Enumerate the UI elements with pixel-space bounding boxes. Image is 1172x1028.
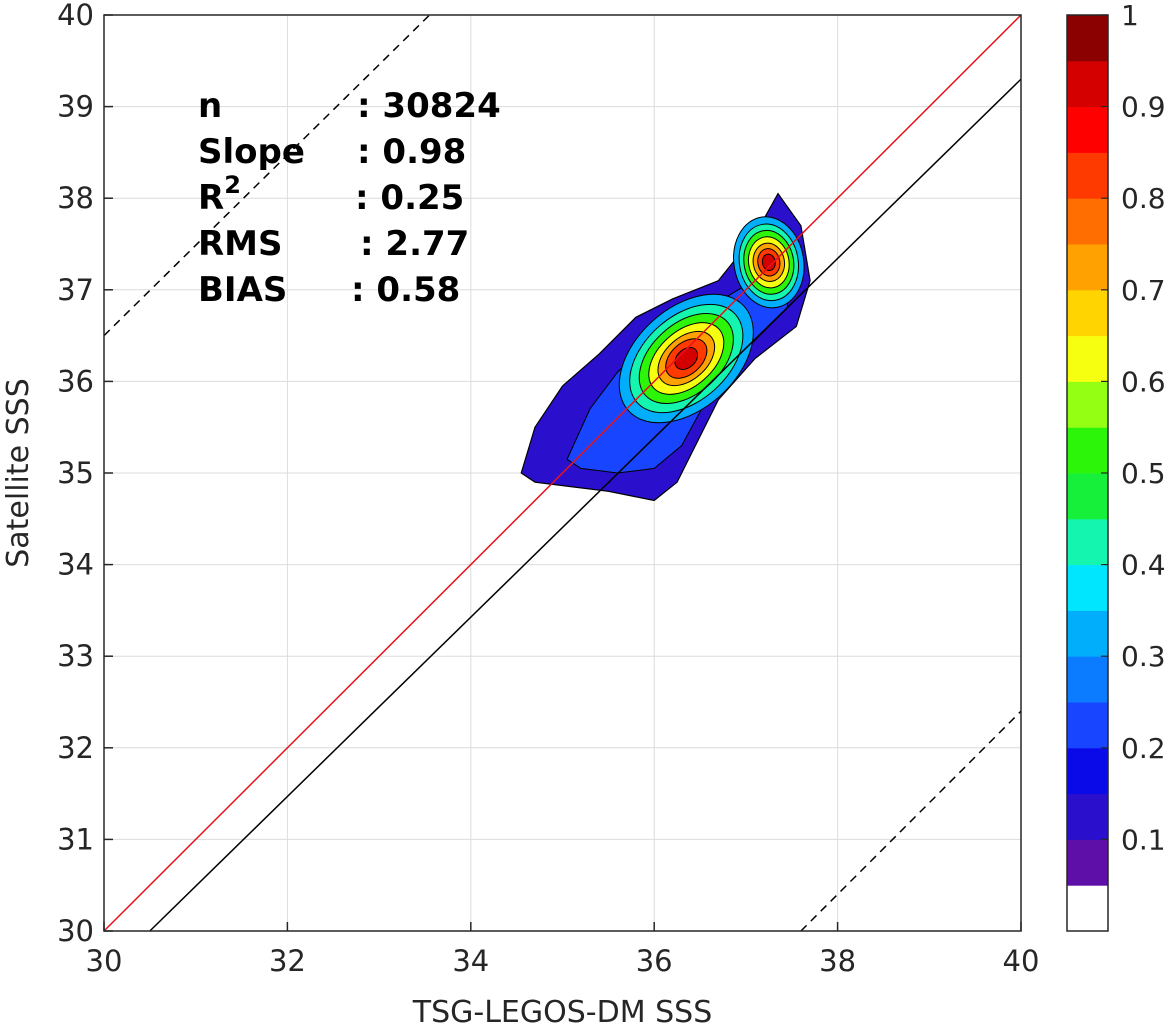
colorbar-swatch <box>1067 839 1108 886</box>
x-tick-label: 38 <box>819 944 856 978</box>
stats-box: n : 30824 Slope : 0.98 R2 : 0.25 RMS : 2.77 BIAS… <box>198 86 501 310</box>
colorbar-tick-label: 0.8 <box>1121 182 1166 215</box>
stat-label-text: RMS <box>198 224 283 264</box>
x-tick-label: 30 <box>86 944 123 978</box>
colorbar-tick-label: 1 <box>1121 0 1139 32</box>
colorbar-tick-label: 0.2 <box>1121 732 1166 765</box>
colorbar-swatch <box>1067 381 1108 428</box>
stat-value: : 2.77 <box>360 224 469 264</box>
colorbar-swatch <box>1067 198 1108 245</box>
colorbar-swatch <box>1067 289 1108 337</box>
y-tick-label: 30 <box>57 914 94 948</box>
x-tick-label: 34 <box>452 944 489 978</box>
colorbar-swatch <box>1067 60 1108 108</box>
colorbar-swatch <box>1067 564 1108 611</box>
colorbar-swatch <box>1067 152 1108 199</box>
stat-value: : 0.25 <box>355 178 464 218</box>
y-tick-label: 39 <box>57 90 94 124</box>
colorbar-swatch <box>1067 793 1108 840</box>
x-tick-label: 36 <box>636 944 673 978</box>
y-tick-label: 38 <box>57 181 94 215</box>
x-axis-label: TSG-LEGOS-DM SSS <box>412 995 713 1028</box>
colorbar-swatch <box>1067 15 1108 62</box>
colorbar-tick-label: 0.9 <box>1121 91 1166 124</box>
y-tick-label: 33 <box>57 639 94 673</box>
stat-label: RMS <box>198 224 283 264</box>
colorbar-tick-label: 0.1 <box>1121 823 1166 856</box>
colorbar-swatch <box>1067 885 1108 932</box>
colorbar-swatch <box>1067 747 1108 795</box>
y-tick-label: 34 <box>57 548 94 582</box>
stat-label: R2 <box>198 171 241 218</box>
stat-label: n <box>198 86 222 126</box>
reference-lines <box>103 14 1022 932</box>
stat-label-text: R <box>198 178 224 218</box>
contour-level-18 <box>674 347 699 370</box>
stat-value: : 0.58 <box>351 270 460 310</box>
colorbar-swatch <box>1067 473 1108 520</box>
line-upper-bound <box>103 14 431 337</box>
stat-value: : 0.98 <box>357 132 466 172</box>
x-tick-label: 32 <box>269 944 306 978</box>
colorbar-swatch <box>1067 335 1108 382</box>
colorbar-swatch <box>1067 427 1108 474</box>
stat-label-text: n <box>198 86 222 126</box>
stat-label: Slope <box>198 132 305 172</box>
stat-label-superscript: 2 <box>224 171 241 199</box>
colorbar: 0.1 0.2 0.3 0.4 0.5 0.6 0.7 0.8 0.9 1 <box>1066 0 1166 932</box>
stat-label: BIAS <box>198 270 287 310</box>
colorbar-swatch <box>1067 244 1108 291</box>
y-tick-label: 31 <box>57 822 94 856</box>
y-tick-label: 35 <box>57 456 94 490</box>
line-lower-bound <box>800 710 1022 932</box>
line-one-to-one <box>103 14 1022 932</box>
line-regression <box>149 78 1022 932</box>
stat-label-text: BIAS <box>198 270 287 310</box>
colorbar-tick-label: 0.6 <box>1121 365 1166 398</box>
colorbar-swatch <box>1067 106 1108 153</box>
density-contours <box>520 192 811 502</box>
y-axis-label: Satellite SSS <box>1 378 36 568</box>
x-tick-label: 40 <box>1003 944 1040 978</box>
y-tick-label: 37 <box>57 273 94 307</box>
y-tick-label: 40 <box>57 0 94 32</box>
colorbar-swatch <box>1067 610 1108 657</box>
y-tick-label: 36 <box>57 364 94 398</box>
colorbar-swatch <box>1067 518 1108 566</box>
colorbar-tick-label: 0.4 <box>1121 549 1166 582</box>
colorbar-swatch <box>1067 702 1108 749</box>
colorbar-tick-label: 0.3 <box>1121 640 1166 673</box>
stat-label-text: Slope <box>198 132 305 172</box>
stat-value: : 30824 <box>357 86 501 126</box>
y-tick-label: 32 <box>57 731 94 765</box>
colorbar-tick-label: 0.5 <box>1121 457 1166 490</box>
colorbar-tick-label: 0.7 <box>1121 274 1166 307</box>
axis-ticks: 30 32 34 36 38 40 30 31 32 33 34 35 36 37 38 39 40 <box>57 0 1039 978</box>
colorbar-swatch <box>1067 656 1108 703</box>
